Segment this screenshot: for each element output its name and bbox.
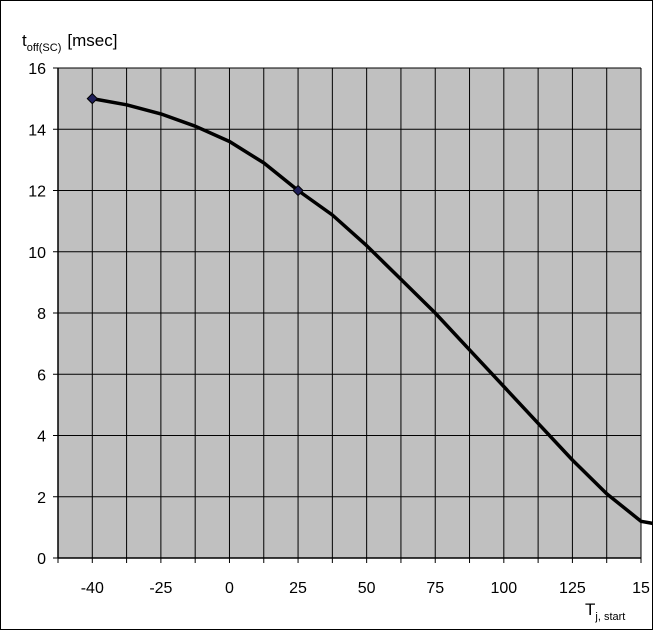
y-ticks: 0 2 4 6 8 10 12 14 16	[28, 61, 58, 568]
y-tick-label: 8	[37, 306, 46, 323]
y-axis-title: toff(SC) [msec]	[22, 31, 117, 54]
y-axis-title-unit: [msec]	[67, 31, 117, 50]
series-line	[90, 96, 653, 526]
data-point-marker	[292, 184, 304, 197]
y-tick-label: 6	[37, 367, 46, 384]
y-tick-label: 2	[37, 490, 46, 507]
x-tick-label: -40	[81, 580, 104, 597]
y-axis-title-subscript: off(SC)	[27, 42, 62, 54]
x-tick-label: 25	[289, 580, 307, 597]
x-tick-label: 75	[426, 580, 444, 597]
x-axis-title: Tj, start	[585, 600, 625, 623]
x-tick-label: 50	[358, 580, 376, 597]
x-tick-label: 100	[490, 580, 517, 597]
x-ticks: -40 -25 0 25 50 75 100 125 15	[57, 558, 650, 597]
y-tick-label: 16	[28, 61, 46, 78]
x-axis-title-main: T	[585, 600, 595, 619]
x-tick-label: 15	[632, 580, 650, 597]
y-axis-title-main: t	[22, 31, 27, 50]
x-axis-title-subscript: j, start	[594, 611, 625, 623]
y-tick-label: 14	[28, 122, 46, 139]
y-tick-label: 4	[37, 429, 46, 446]
x-tick-label: 125	[559, 580, 586, 597]
y-tick-label: 0	[37, 551, 46, 568]
y-tick-label: 10	[28, 245, 46, 262]
series-markers	[86, 92, 304, 197]
data-point-marker	[86, 92, 99, 105]
y-tick-label: 12	[28, 184, 46, 201]
grid-horizontal	[58, 67, 641, 498]
x-tick-label: 0	[225, 580, 234, 597]
x-tick-label: -25	[149, 580, 172, 597]
